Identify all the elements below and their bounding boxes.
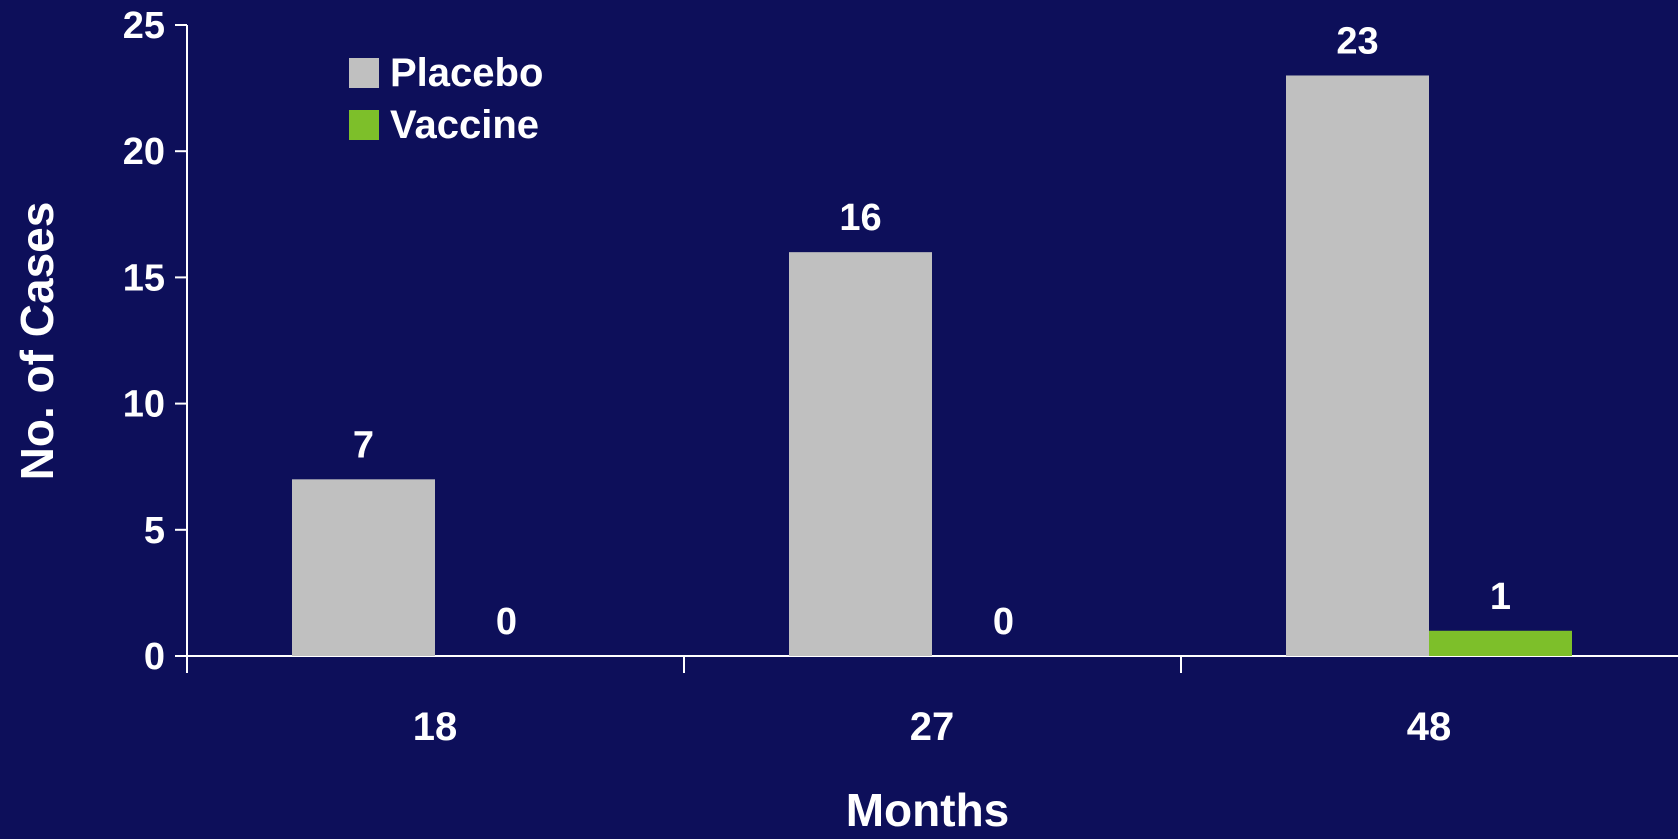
y-tick-label: 15 (123, 257, 165, 299)
data-label: 23 (1336, 20, 1378, 62)
bar-placebo-27 (789, 252, 932, 656)
bar-vaccine-48 (1429, 630, 1572, 656)
legend-label-vaccine: Vaccine (390, 103, 539, 147)
legend-swatch-vaccine (349, 110, 379, 140)
bar-placebo-48 (1286, 75, 1429, 657)
y-tick-label: 20 (123, 131, 165, 173)
x-tick-label: 48 (1407, 705, 1452, 749)
y-tick-label: 5 (144, 510, 165, 552)
bar-placebo-18 (292, 479, 435, 656)
legend: Placebo Vaccine (349, 51, 543, 147)
legend-swatch-placebo (349, 58, 379, 88)
y-tick-label: 25 (123, 5, 165, 47)
x-tick-label: 18 (413, 705, 458, 749)
data-label: 0 (993, 601, 1014, 643)
tick-labels: 0 5 10 15 20 25 18 27 48 (123, 5, 1452, 749)
y-tick-label: 0 (144, 636, 165, 678)
data-label: 7 (353, 424, 374, 466)
data-label: 0 (496, 601, 517, 643)
x-tick-label: 27 (910, 705, 955, 749)
data-label: 16 (839, 197, 881, 239)
y-tick-label: 10 (123, 384, 165, 426)
bars (292, 75, 1572, 657)
data-labels: 7 0 16 0 23 1 (353, 20, 1511, 643)
y-axis-title: No. of Cases (11, 202, 63, 481)
x-axis-title: Months (846, 784, 1010, 834)
data-label: 1 (1490, 576, 1511, 618)
legend-label-placebo: Placebo (390, 51, 543, 95)
